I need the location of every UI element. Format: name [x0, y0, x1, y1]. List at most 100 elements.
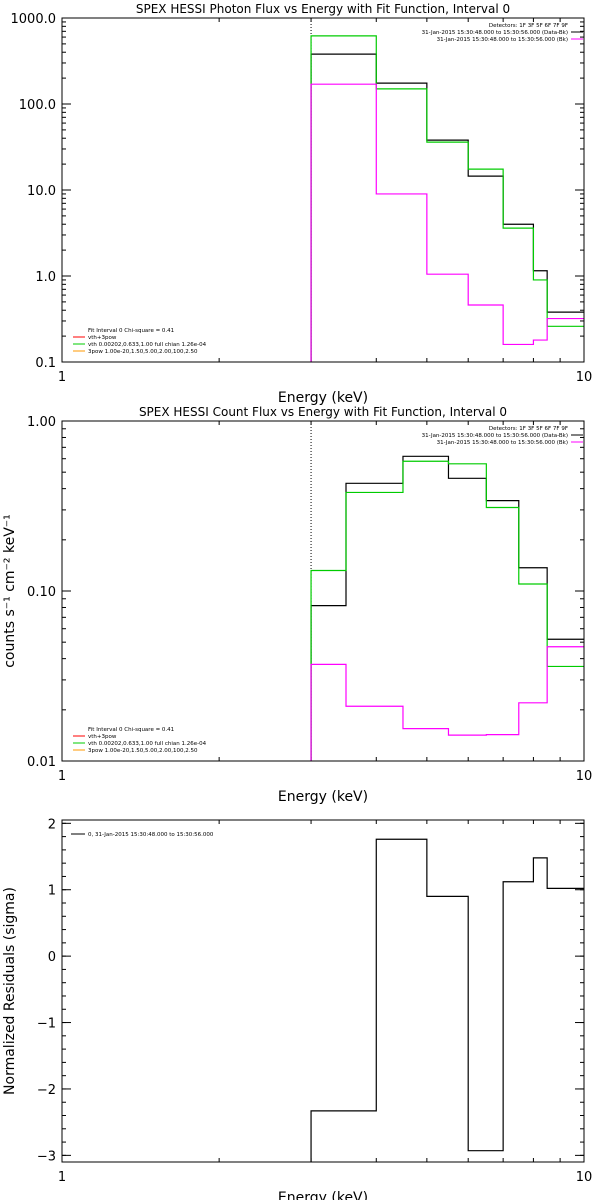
x-tick-label: 10 — [576, 769, 593, 784]
series-point — [540, 567, 541, 568]
series-point — [437, 461, 438, 462]
series-point — [328, 664, 329, 665]
series-point — [494, 176, 495, 177]
y-axis-label: counts s⁻¹ cm⁻² keV⁻¹ — [2, 514, 18, 668]
series-point — [458, 896, 459, 897]
series-point — [571, 639, 572, 640]
series-point — [525, 881, 526, 882]
series-point — [477, 168, 478, 169]
legend-bottom-left-text: Fit Interval 0 Chi-square = 0.41 — [88, 328, 174, 334]
series-point — [328, 570, 329, 571]
series-point — [553, 888, 554, 889]
series-point — [510, 228, 511, 229]
y-tick-label: 0 — [48, 950, 56, 965]
series-point — [414, 461, 415, 462]
legend-top-right-text: Detectors: 1F 3F 5F 6F 7F 9F — [489, 426, 568, 432]
series-point — [494, 304, 495, 305]
series-point — [525, 702, 526, 703]
y-tick-label: 0.01 — [27, 755, 56, 770]
series-point — [437, 456, 438, 457]
series-point — [328, 35, 329, 36]
series-point — [389, 88, 390, 89]
legend-top-right-text: 31-Jan-2015 15:30:48.000 to 15:30:56.000… — [422, 30, 568, 36]
y-tick-label: −2 — [37, 1083, 56, 1098]
series-point — [571, 888, 572, 889]
series-point — [571, 646, 572, 647]
series-point — [510, 881, 511, 882]
series-point — [458, 478, 459, 479]
series-point — [328, 605, 329, 606]
series-point — [389, 82, 390, 83]
series-point — [477, 735, 478, 736]
series-point — [553, 666, 554, 667]
series-point — [477, 304, 478, 305]
series-point — [437, 274, 438, 275]
series-point — [437, 142, 438, 143]
series-point — [414, 193, 415, 194]
chart-title: SPEX HESSI Count Flux vs Energy with Fit… — [139, 405, 507, 419]
legend-bottom-left-text: 3pow 1.00e-20,1.50,5.00,2.00,100,2.50 — [88, 748, 198, 754]
series-point — [458, 140, 459, 141]
legend-top-right-text: 31-Jan-2015 15:30:48.000 to 15:30:56.000… — [437, 37, 568, 43]
series-point — [510, 734, 511, 735]
series-point — [540, 270, 541, 271]
series-line-1 — [310, 53, 584, 362]
y-tick-label: 2 — [48, 817, 56, 832]
series-point — [477, 176, 478, 177]
x-axis-label: Energy (keV) — [278, 390, 368, 406]
series-point — [571, 318, 572, 319]
legend-top-left-text: 0, 31-Jan-2015 15:30:48.000 to 15:30:56.… — [88, 832, 214, 838]
y-tick-label: 0.1 — [35, 356, 56, 371]
series-point — [553, 312, 554, 313]
series-point — [553, 646, 554, 647]
series-point — [540, 279, 541, 280]
series-point — [414, 728, 415, 729]
plot-frame — [61, 17, 585, 363]
series-point — [328, 1110, 329, 1111]
series-point — [525, 344, 526, 345]
series-point — [389, 483, 390, 484]
series-point — [477, 1150, 478, 1151]
legend-bottom-left-text: vth 0.00202,0.633,1.00 full chian 1.26e-… — [88, 342, 207, 348]
series-point — [458, 274, 459, 275]
series-point — [571, 666, 572, 667]
series-point — [458, 735, 459, 736]
series-line-1 — [310, 455, 584, 761]
plot-frame — [61, 420, 585, 762]
series-point — [361, 1110, 362, 1111]
series-point — [389, 193, 390, 194]
series-point — [437, 140, 438, 141]
chart-panel-2: 0.01 0.10 1.00 1 10 SPEX HESSI Count Flux vs … — [2, 405, 592, 805]
series-point — [571, 326, 572, 327]
y-axis-label: Normalized Residuals (sigma) — [2, 887, 18, 1095]
series-point — [510, 224, 511, 225]
series-line-3 — [310, 646, 584, 761]
series-point — [494, 168, 495, 169]
series-point — [494, 507, 495, 508]
series-point — [458, 142, 459, 143]
series-line-2 — [310, 460, 584, 761]
series-point — [540, 583, 541, 584]
x-tick-label: 10 — [576, 1170, 593, 1185]
legend-bottom-left-text: Fit Interval 0 Chi-square = 0.41 — [88, 727, 174, 733]
y-tick-label: −3 — [37, 1149, 56, 1164]
series-point — [525, 567, 526, 568]
series-point — [571, 312, 572, 313]
chart-panel-3: −3 −2 −1 0 1 2 1 10 Energy (keV) Normalized Resid… — [2, 817, 592, 1200]
series-point — [414, 839, 415, 840]
series-point — [389, 492, 390, 493]
legend-top-right-text: 31-Jan-2015 15:30:48.000 to 15:30:56.000… — [437, 440, 568, 446]
legend-bottom-left-text: vth+3pow — [88, 335, 117, 341]
series-point — [458, 463, 459, 464]
x-tick-label: 1 — [58, 370, 66, 385]
chart-panel-1: 0.1 1.0 10.0 100.0 1000.0 1 10 SPEX HESSI Photo… — [11, 2, 593, 406]
series-point — [437, 896, 438, 897]
series-point — [361, 54, 362, 55]
x-axis-label: Energy (keV) — [278, 1190, 368, 1200]
series-point — [510, 500, 511, 501]
series-point — [494, 1150, 495, 1151]
chart-title: SPEX HESSI Photon Flux vs Energy with Fi… — [136, 2, 510, 16]
plot-frame — [61, 819, 585, 1163]
y-tick-label: 10.0 — [27, 184, 56, 199]
